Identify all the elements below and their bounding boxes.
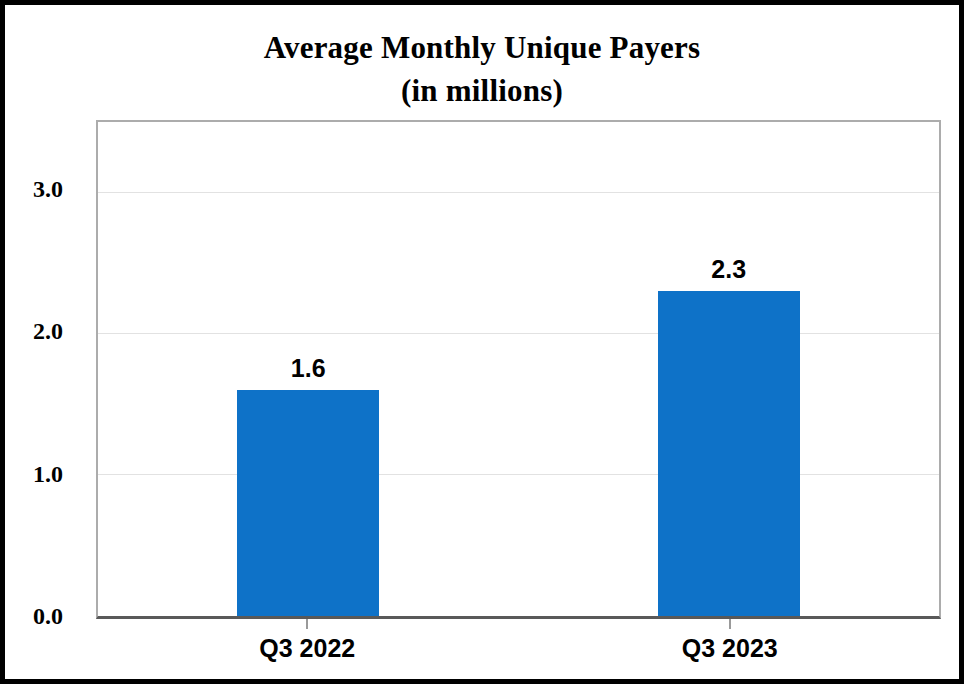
chart-title-block: Average Monthly Unique Payers (in millio…	[5, 26, 959, 112]
chart-frame: Average Monthly Unique Payers (in millio…	[0, 0, 964, 684]
x-axis-category: Q3 2023	[519, 619, 942, 661]
bar-value-label: 1.6	[291, 356, 326, 381]
category-cell: 2.3	[519, 122, 940, 616]
y-axis-tick-label: 1.0	[33, 462, 63, 486]
y-axis: 0.01.02.03.0	[5, 118, 63, 616]
y-axis-tick-label: 0.0	[33, 604, 63, 628]
bar-q3-2022	[237, 390, 379, 616]
bar-value-label: 2.3	[711, 257, 746, 282]
x-axis: Q3 2022 Q3 2023	[96, 619, 941, 661]
x-axis-tick-mark	[306, 619, 308, 629]
chart-subtitle: (in millions)	[5, 69, 959, 112]
plot-series: 1.6 2.3	[98, 122, 939, 616]
x-axis-category: Q3 2022	[96, 619, 519, 661]
y-axis-tick-label: 2.0	[33, 319, 63, 343]
bar-q3-2023	[658, 291, 800, 616]
y-axis-tick-label: 3.0	[33, 177, 63, 201]
plot-area: 1.6 2.3	[96, 120, 941, 619]
chart-title: Average Monthly Unique Payers	[5, 26, 959, 69]
x-axis-tick-mark	[729, 619, 731, 629]
x-axis-tick-label: Q3 2023	[682, 636, 778, 661]
x-axis-tick-label: Q3 2022	[259, 636, 355, 661]
category-cell: 1.6	[98, 122, 519, 616]
